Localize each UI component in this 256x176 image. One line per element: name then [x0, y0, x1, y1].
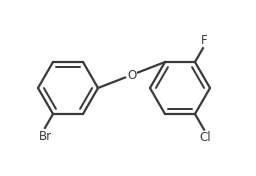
Text: F: F	[201, 34, 207, 47]
Text: Br: Br	[38, 130, 51, 143]
Text: O: O	[127, 68, 136, 81]
Text: Cl: Cl	[199, 131, 211, 144]
